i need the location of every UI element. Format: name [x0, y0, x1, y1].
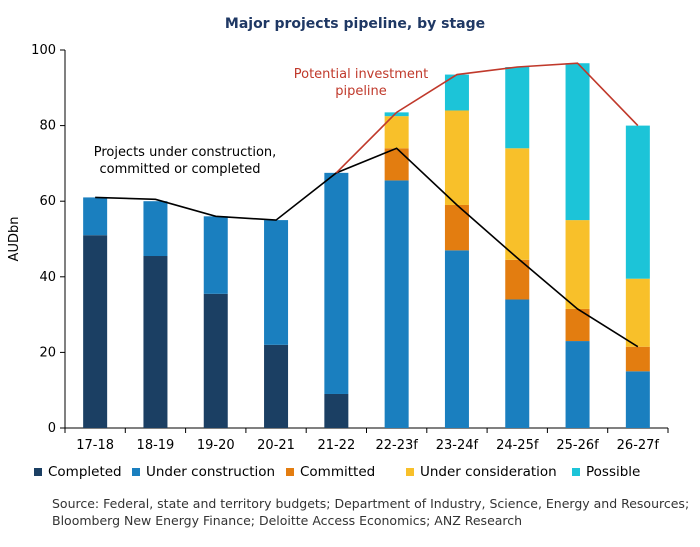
bar-possible [444, 74, 469, 111]
bar-completed [143, 256, 168, 428]
legend-label: Committed [300, 464, 376, 480]
chart-title: Major projects pipeline, by stage [225, 16, 485, 32]
x-tick-label: 19-20 [197, 438, 235, 453]
legend-item-under-consideration: Under consideration [406, 464, 557, 480]
legend-swatch [34, 468, 42, 476]
bar-under-construction [384, 180, 409, 428]
y-tick-label: 60 [39, 194, 56, 209]
x-tick-label: 24-25f [496, 438, 539, 453]
bar-committed [384, 148, 409, 181]
x-tick-label: 26-27f [617, 438, 660, 453]
legend-label: Under consideration [420, 464, 557, 480]
bar-completed [324, 393, 349, 428]
x-tick-label: 22-23f [375, 438, 418, 453]
plot-area: 0 20 40 60 80 100 17-18 18-19 19-20 20-21 21-22 22-… [31, 43, 669, 453]
legend-item-possible: Possible [572, 464, 640, 480]
bar-committed [505, 259, 530, 300]
y-tick-label: 0 [48, 421, 56, 436]
bar-under-construction [324, 172, 349, 394]
x-tick-label: 21-22 [317, 438, 355, 453]
bar-under-construction [264, 220, 289, 345]
bar-under-construction [83, 197, 108, 236]
y-tick-label: 80 [39, 119, 56, 134]
bar-under-consideration [444, 110, 469, 205]
bar-under-construction [444, 250, 469, 428]
legend-swatch [406, 468, 414, 476]
bar-under-construction [203, 216, 228, 294]
x-tick-label: 25-26f [556, 438, 599, 453]
legend-swatch [132, 468, 140, 476]
red-line-annotation: Potential investment [294, 67, 429, 82]
bar-under-construction [505, 299, 530, 428]
legend-item-completed: Completed [34, 464, 122, 480]
potential-pipeline-line [335, 62, 639, 174]
legend-label: Completed [48, 464, 122, 480]
bar-under-consideration [565, 220, 590, 309]
y-tick-label: 20 [39, 345, 56, 360]
x-tick-label: 18-19 [137, 438, 175, 453]
bar-under-construction [565, 341, 590, 428]
bar-under-construction [143, 201, 168, 257]
bar-possible [505, 67, 530, 149]
chart: Major projects pipeline, by stage AUDbn … [7, 16, 669, 453]
bar-possible [384, 112, 409, 117]
red-line-annotation: pipeline [335, 84, 387, 99]
legend-item-committed: Committed [286, 464, 375, 480]
bar-completed [203, 293, 228, 428]
bar-committed [625, 346, 650, 372]
y-tick-label: 40 [39, 270, 56, 285]
bar-possible [565, 63, 590, 221]
black-line-annotation: committed or completed [99, 162, 260, 177]
black-line-annotation: Projects under construction, [94, 145, 277, 160]
bar-completed [264, 344, 289, 428]
bar-completed [83, 235, 108, 428]
y-axis-label: AUDbn [7, 217, 22, 262]
legend-label: Possible [586, 464, 641, 480]
legend-swatch [286, 468, 294, 476]
x-tick-label: 20-21 [257, 438, 295, 453]
x-tick-label: 23-24f [436, 438, 479, 453]
bar-under-construction [625, 371, 650, 428]
committed-projects-line [95, 147, 639, 348]
source-note: Source: Federal, state and territory bud… [52, 496, 690, 528]
bar-under-consideration [505, 148, 530, 260]
y-tick-label: 100 [31, 43, 56, 58]
legend-swatch [572, 468, 580, 476]
legend-item-under-construction: Under construction [132, 464, 275, 480]
bar-possible [625, 125, 650, 279]
bar-under-consideration [625, 278, 650, 347]
legend-label: Under construction [146, 464, 276, 480]
x-tick-label: 17-18 [76, 438, 114, 453]
